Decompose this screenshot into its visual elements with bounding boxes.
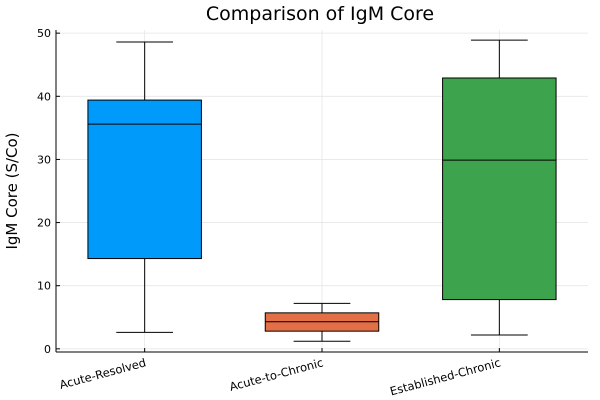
x-tick-label: Acute-to-Chronic: [228, 355, 325, 394]
y-tick-label: 10: [37, 280, 51, 293]
box-group: [264, 302, 380, 342]
box-layer: [87, 39, 557, 342]
y-tick-label: 20: [37, 217, 51, 230]
y-tick-label: 50: [37, 27, 51, 40]
chart-title: Comparison of IgM Core: [206, 3, 434, 25]
box-group: [87, 41, 202, 333]
x-tick-label: Established-Chronic: [388, 355, 502, 398]
y-tick-label: 30: [37, 153, 51, 166]
y-tick-label: 40: [37, 90, 51, 103]
box-iqr: [87, 99, 202, 260]
y-axis-label: IgM Core (S/Co): [3, 132, 21, 249]
x-tick-label: Acute-Resolved: [58, 355, 148, 392]
box-group: [442, 39, 557, 336]
y-tick-label: 0: [44, 343, 51, 356]
box-iqr: [442, 77, 557, 301]
